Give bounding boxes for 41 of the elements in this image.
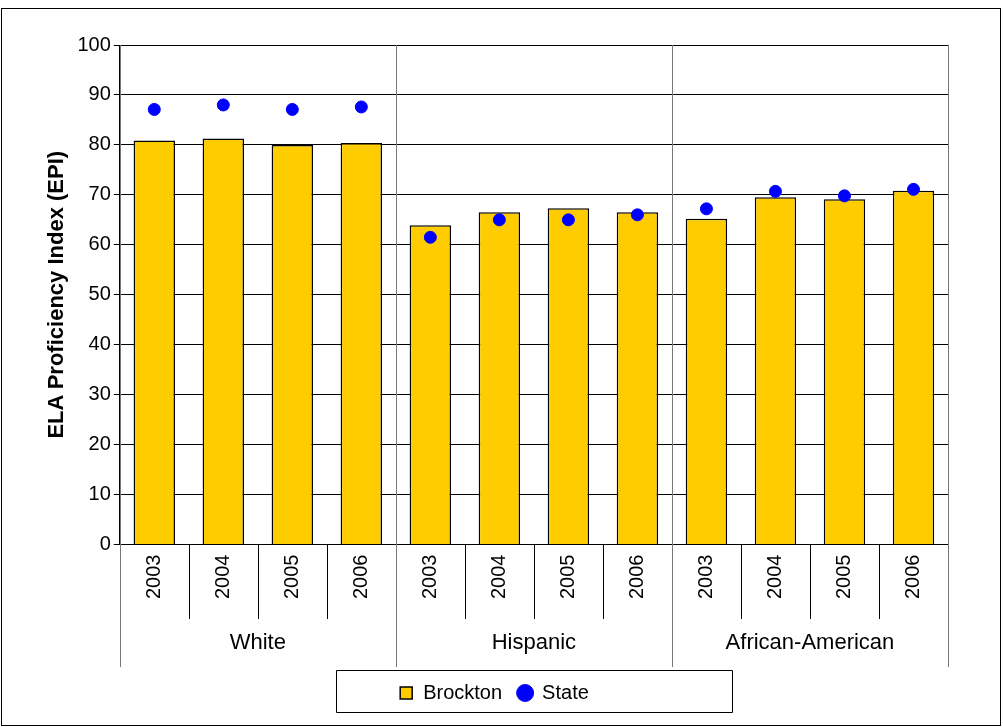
x-tick-label: 2006 xyxy=(901,554,924,600)
y-tick-label: 20 xyxy=(88,432,111,455)
x-tick-label: 2004 xyxy=(486,554,509,600)
y-axis-title: ELA Proficiency Index (EPI) xyxy=(43,150,69,439)
x-tick-label: 2006 xyxy=(624,554,647,600)
x-tick-label: 2003 xyxy=(141,554,164,600)
legend-label: Brockton xyxy=(423,680,503,703)
x-tick-label: 2003 xyxy=(417,554,440,600)
x-tick-label: 2005 xyxy=(831,554,854,600)
y-tick-label: 0 xyxy=(99,532,111,555)
point xyxy=(354,100,368,114)
text: White xyxy=(229,629,286,655)
x-tick-label: 2004 xyxy=(210,554,233,600)
y-tick-label: 50 xyxy=(88,282,111,305)
point xyxy=(492,213,506,227)
y-tick-label: 100 xyxy=(77,32,111,55)
y-tick-label: 10 xyxy=(88,482,111,505)
x-tick-label: 2004 xyxy=(762,554,785,600)
text: Hispanic xyxy=(491,629,577,655)
y-tick-label: 60 xyxy=(88,232,111,255)
y-tick-label: 40 xyxy=(88,332,111,355)
point xyxy=(768,184,782,198)
y-tick-label: 70 xyxy=(88,182,111,205)
x-tick-label: 2005 xyxy=(555,554,578,600)
point xyxy=(285,102,299,116)
y-tick-label: 80 xyxy=(88,132,111,155)
point xyxy=(561,213,575,227)
point xyxy=(216,98,230,112)
legend-label: State xyxy=(542,680,589,703)
x-tick-label: 2006 xyxy=(348,554,371,600)
point xyxy=(630,208,644,222)
point xyxy=(699,202,713,216)
x-tick-label: 2005 xyxy=(279,554,302,600)
point xyxy=(837,189,851,203)
point xyxy=(423,230,437,244)
x-tick-label: 2003 xyxy=(693,554,716,600)
y-tick-label: 90 xyxy=(88,82,111,105)
point xyxy=(906,182,920,196)
point xyxy=(147,102,161,116)
text: African-American xyxy=(725,629,895,655)
y-tick-label: 30 xyxy=(88,382,111,405)
